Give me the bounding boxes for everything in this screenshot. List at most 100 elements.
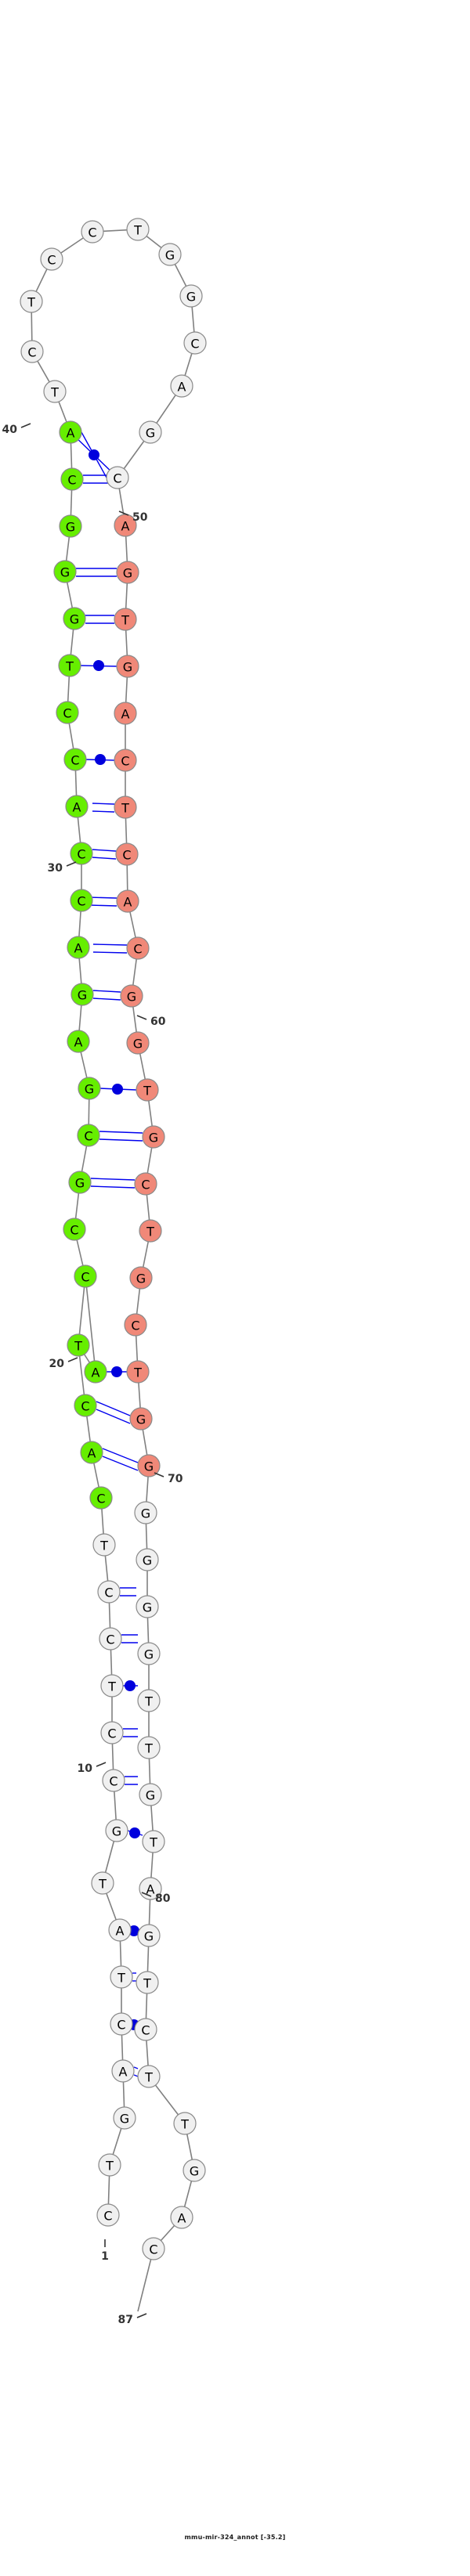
nucleotide-6[interactable]: T — [110, 1965, 133, 1989]
nucleotide-3[interactable]: G — [113, 2106, 136, 2130]
nucleotide-22[interactable]: C — [63, 1218, 86, 1241]
nucleotide-letter: G — [85, 1082, 94, 1097]
nucleotide-54[interactable]: T — [114, 608, 137, 631]
nucleotide-11[interactable]: C — [100, 1721, 124, 1744]
nucleotide-85[interactable]: T — [137, 2065, 161, 2088]
nucleotide-76[interactable]: G — [137, 1642, 161, 1665]
nucleotide-40[interactable]: T — [43, 380, 67, 403]
nucleotide-68[interactable]: G — [129, 1266, 153, 1290]
nucleotide-2[interactable]: T — [98, 2153, 121, 2177]
nucleotide-84[interactable]: C — [134, 2018, 157, 2041]
nucleotide-34[interactable]: T — [58, 654, 81, 677]
nucleotide-23[interactable]: G — [68, 1171, 92, 1194]
nucleotide-19[interactable]: T — [67, 1333, 90, 1357]
nucleotide-5[interactable]: C — [110, 2012, 133, 2036]
nucleotide-30[interactable]: C — [70, 842, 93, 865]
position-label-1: 1 — [101, 2239, 109, 2263]
nucleotide-44[interactable]: C — [81, 220, 104, 244]
nucleotide-61[interactable]: C — [126, 936, 150, 960]
nucleotide-87[interactable]: G — [183, 2159, 206, 2182]
nucleotide-86[interactable]: T — [173, 2112, 197, 2135]
nucleotide-50[interactable]: G — [139, 420, 162, 444]
nucleotide-71[interactable]: G — [129, 1407, 153, 1431]
nucleotide-39[interactable]: A — [59, 420, 82, 444]
nucleotide-circle — [114, 749, 137, 772]
nucleotide-73[interactable]: G — [134, 1501, 157, 1524]
nucleotide-88[interactable]: A — [170, 2206, 193, 2229]
nucleotide-65[interactable]: G — [142, 1125, 165, 1149]
nucleotide-89[interactable]: C — [142, 2237, 165, 2260]
nucleotide-45[interactable]: T — [126, 218, 150, 241]
nucleotide-77[interactable]: T — [137, 1689, 161, 1712]
nucleotide-14[interactable]: C — [97, 1580, 121, 1604]
nucleotide-49[interactable]: A — [170, 374, 193, 398]
nucleotide-1[interactable]: C — [96, 2203, 120, 2227]
nucleotide-83[interactable]: T — [136, 1971, 159, 1994]
nucleotide-57[interactable]: C — [114, 749, 137, 772]
nucleotide-35[interactable]: G — [63, 607, 86, 630]
nucleotide-4[interactable]: A — [111, 2059, 135, 2083]
nucleotide-48[interactable]: C — [183, 331, 207, 355]
nucleotide-46[interactable]: G — [158, 243, 182, 266]
nucleotide-52[interactable]: A — [114, 514, 137, 537]
nucleotide-72[interactable]: G — [137, 1454, 161, 1477]
nucleotide-circle — [67, 1333, 90, 1357]
nucleotide-42[interactable]: T — [20, 290, 43, 313]
nucleotide-66[interactable]: C — [134, 1172, 157, 1196]
nucleotide-10[interactable]: C — [102, 1769, 125, 1792]
nucleotide-18[interactable]: C — [74, 1394, 97, 1417]
nucleotide-74[interactable]: G — [136, 1548, 159, 1571]
nucleotide-13[interactable]: C — [99, 1627, 122, 1651]
nucleotide-59[interactable]: C — [115, 842, 139, 866]
nucleotide-62[interactable]: G — [120, 984, 143, 1008]
nucleotide-9[interactable]: G — [105, 1819, 128, 1842]
nucleotide-letter: T — [50, 385, 59, 400]
nucleotide-36[interactable]: G — [53, 560, 77, 583]
nucleotide-31[interactable]: A — [65, 795, 89, 818]
nucleotide-43[interactable]: C — [40, 247, 63, 271]
nucleotide-60[interactable]: A — [116, 889, 139, 913]
nucleotide-53[interactable]: G — [116, 561, 139, 584]
nucleotide-15[interactable]: T — [92, 1533, 116, 1557]
nucleotide-32[interactable]: C — [63, 748, 87, 771]
nucleotide-82[interactable]: G — [137, 1924, 161, 1947]
basepair-10 — [125, 1776, 138, 1785]
nucleotide-56[interactable]: A — [114, 702, 137, 725]
nucleotide-55[interactable]: G — [116, 655, 139, 678]
nucleotide-63[interactable]: G — [126, 1031, 150, 1055]
nucleotide-37[interactable]: G — [59, 514, 82, 538]
nucleotide-47[interactable]: G — [179, 284, 203, 308]
nucleotide-letter: T — [105, 2159, 114, 2174]
nucleotide-letter: C — [27, 345, 36, 360]
nucleotide-letter: A — [74, 1035, 83, 1050]
nucleotide-58[interactable]: T — [114, 796, 137, 819]
nucleotide-28[interactable]: A — [67, 936, 90, 959]
nucleotide-64[interactable]: T — [136, 1078, 159, 1102]
nucleotide-67[interactable]: T — [139, 1219, 162, 1243]
nucleotide-7[interactable]: A — [108, 1918, 132, 1942]
nucleotide-75[interactable]: G — [136, 1595, 159, 1618]
nucleotide-51[interactable]: C — [106, 466, 129, 489]
nucleotide-69[interactable]: C — [124, 1313, 147, 1337]
nucleotide-20[interactable]: A — [84, 1360, 107, 1384]
nucleotide-78[interactable]: T — [137, 1736, 161, 1759]
nucleotide-41[interactable]: C — [20, 340, 44, 363]
nucleotide-circle — [129, 1407, 153, 1431]
nucleotide-38[interactable]: C — [60, 467, 84, 491]
nucleotide-17[interactable]: A — [80, 1441, 103, 1464]
nucleotide-letter: A — [178, 2211, 186, 2226]
nucleotide-26[interactable]: A — [67, 1030, 90, 1053]
nucleotide-79[interactable]: G — [139, 1783, 162, 1806]
nucleotide-25[interactable]: G — [78, 1077, 101, 1100]
nucleotide-27[interactable]: G — [70, 983, 94, 1006]
nucleotide-8[interactable]: T — [91, 1871, 114, 1895]
nucleotide-29[interactable]: C — [70, 889, 93, 912]
nucleotide-33[interactable]: C — [56, 701, 79, 724]
nucleotide-80[interactable]: T — [142, 1830, 165, 1853]
nucleotide-16[interactable]: C — [89, 1486, 113, 1510]
nucleotide-21[interactable]: C — [74, 1265, 97, 1288]
nucleotide-70[interactable]: T — [126, 1360, 150, 1384]
nucleotide-12[interactable]: T — [100, 1674, 124, 1697]
nucleotide-24[interactable]: C — [77, 1124, 100, 1147]
nucleotide-letter: T — [143, 1084, 151, 1099]
